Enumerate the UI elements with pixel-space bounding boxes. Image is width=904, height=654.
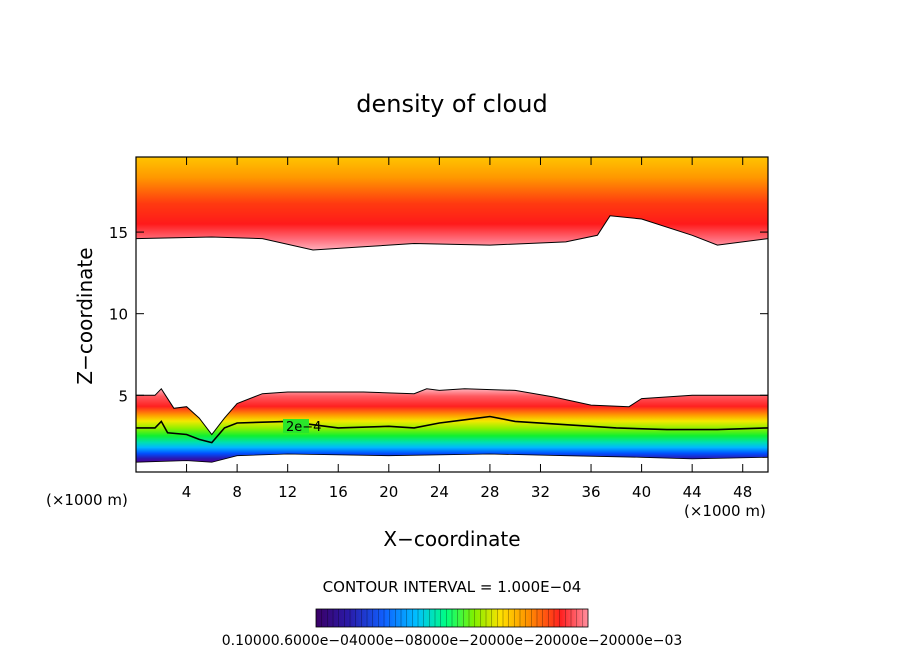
x-unit-left: (×1000 m) — [46, 491, 128, 509]
lower-layer-base-contour — [136, 453, 768, 463]
y-axis-label: Z−coordinate — [73, 247, 97, 384]
x-tick-label: 16 — [329, 483, 348, 501]
x-tick-label: 40 — [632, 483, 651, 501]
upper-cloud-layer — [136, 157, 768, 250]
x-tick-label: 28 — [480, 483, 499, 501]
x-tick-label: 36 — [581, 483, 600, 501]
y-tick-label: 10 — [109, 306, 128, 324]
contour-interval: CONTOUR INTERVAL = 1.000E−04 — [323, 578, 582, 596]
y-tick-label: 15 — [109, 224, 128, 242]
x-tick-label: 44 — [683, 483, 702, 501]
upper-layer-boundary-contour — [136, 215, 768, 251]
x-tick-label: 48 — [733, 483, 752, 501]
x-tick-label: 4 — [182, 483, 192, 501]
x-tick-label: 24 — [430, 483, 449, 501]
x-axis-label: X−coordinate — [383, 527, 520, 551]
lower-layer-top-contour — [136, 388, 768, 436]
x-tick-label: 32 — [531, 483, 550, 501]
plot-frame — [135, 156, 769, 473]
x-tick-label: 20 — [379, 483, 398, 501]
chart-title: density of cloud — [356, 90, 547, 118]
contour-line-2e-4 — [136, 415, 768, 444]
x-tick-label: 8 — [232, 483, 242, 501]
y-axis: 5 10 15 — [109, 224, 768, 405]
contour-label: 2e−4 — [286, 420, 321, 435]
x-tick-label: 12 — [278, 483, 297, 501]
colorbar-labels: 0.10000.6000e−04000e−08000e−20000e−20000… — [222, 633, 683, 649]
contour-label-background — [283, 419, 309, 433]
colorbar-ticks — [321, 609, 583, 627]
y-tick-label: 5 — [118, 387, 128, 405]
x-unit-right: (×1000 m) — [684, 502, 766, 520]
x-axis: 4 8 12 16 20 24 28 32 36 40 44 48 — [182, 157, 752, 501]
lower-cloud-layer — [136, 388, 768, 463]
